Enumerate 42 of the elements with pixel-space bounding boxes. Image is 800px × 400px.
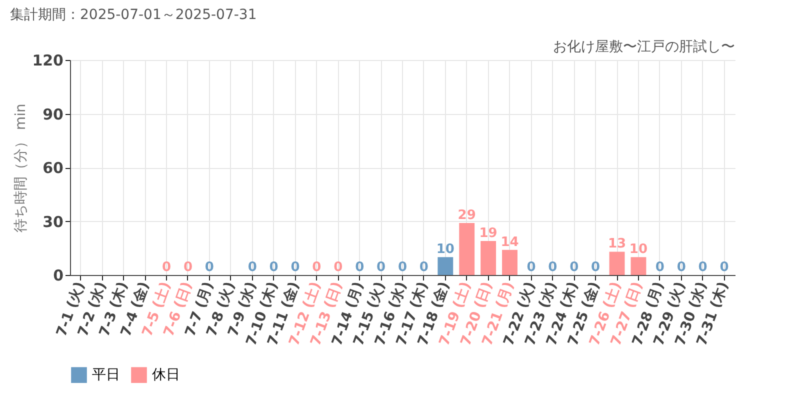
- data-label: 0: [698, 260, 708, 275]
- data-label: 0: [419, 260, 428, 275]
- data-label: 0: [591, 260, 600, 275]
- data-label: 0: [248, 260, 257, 275]
- legend-label: 休日: [152, 367, 180, 384]
- y-tick-label: 0: [53, 266, 64, 284]
- data-label: 10: [436, 242, 454, 258]
- chart-subtitle: お化け屋敷〜江戸の肝試し〜: [553, 39, 735, 55]
- y-tick-label: 60: [42, 159, 64, 177]
- bar: [459, 223, 475, 275]
- bar: [480, 240, 496, 275]
- y-tick-label: 90: [42, 105, 64, 124]
- data-label: 29: [458, 208, 476, 224]
- chart-title: 集計期間：2025-07-01～2025-07-31: [10, 7, 257, 23]
- data-label: 0: [312, 260, 322, 275]
- data-label: 0: [162, 260, 172, 275]
- data-label: 0: [676, 260, 686, 275]
- bar: [609, 252, 625, 275]
- data-label: 0: [183, 260, 193, 275]
- data-label: 0: [355, 260, 364, 275]
- y-tick-label: 30: [42, 212, 64, 231]
- bar: [630, 257, 646, 275]
- data-label: 14: [500, 234, 519, 250]
- data-label: 0: [570, 260, 579, 275]
- bar: [502, 250, 518, 275]
- data-label: 0: [269, 260, 278, 275]
- data-label: 10: [629, 242, 648, 258]
- legend-label: 平日: [92, 367, 120, 384]
- data-label: 13: [608, 236, 626, 252]
- data-label: 0: [334, 260, 343, 275]
- y-tick-label: 120: [32, 52, 64, 70]
- data-label: 0: [655, 260, 664, 275]
- data-label: 0: [548, 260, 558, 275]
- data-label: 19: [479, 226, 498, 241]
- data-label: 0: [398, 260, 408, 275]
- bar: [438, 257, 454, 275]
- data-label: 0: [376, 260, 386, 275]
- data-label: 0: [204, 260, 214, 275]
- data-label: 0: [526, 260, 536, 275]
- data-label: 0: [290, 260, 300, 275]
- y-axis-title: 待ち時間（分） min: [13, 104, 30, 232]
- data-label: 0: [720, 260, 729, 275]
